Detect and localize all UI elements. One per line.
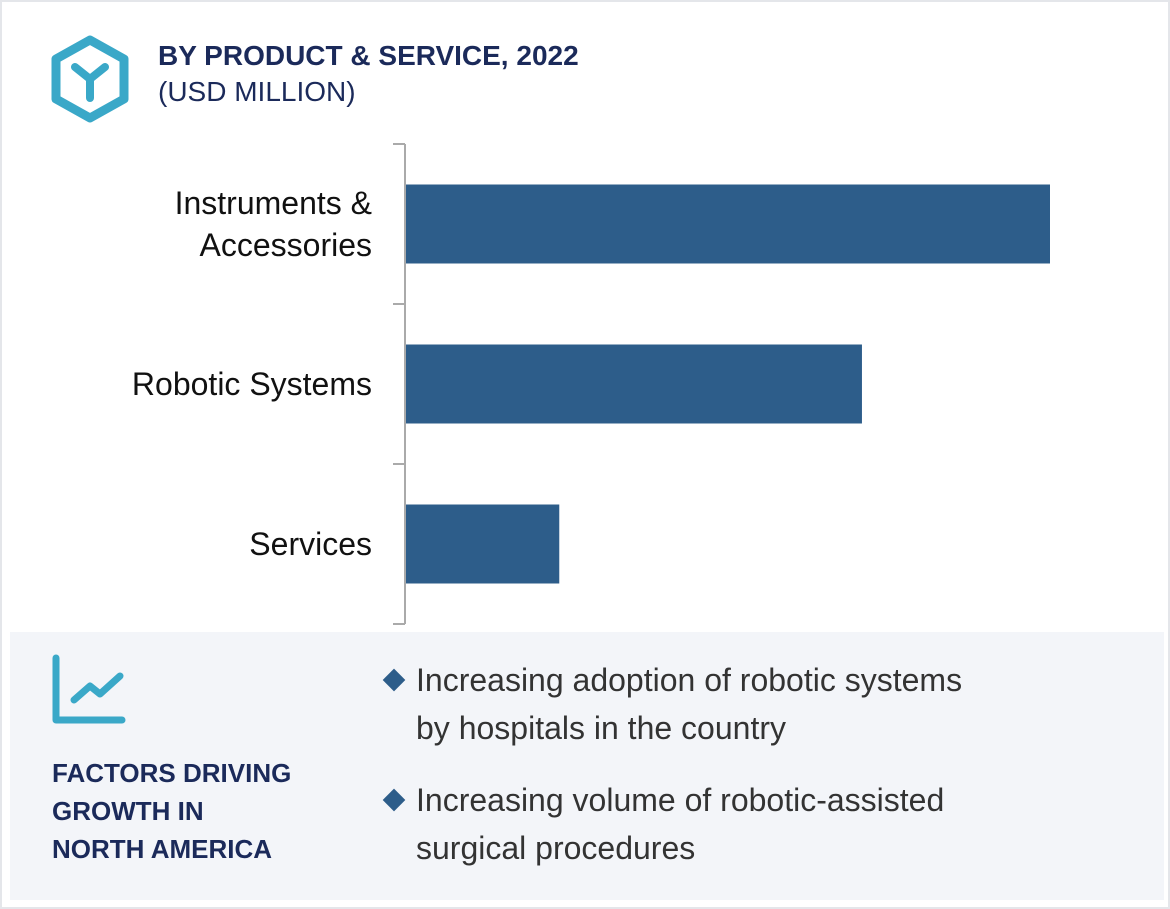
bullet-line: Increasing volume of robotic-assisted	[416, 782, 945, 818]
diamond-bullet-icon	[382, 668, 406, 692]
chart-subtitle: (USD MILLION)	[158, 76, 356, 107]
cube-icon	[51, 35, 129, 123]
chart-title: BY PRODUCT & SERVICE, 2022	[158, 40, 579, 71]
category-label: Robotic Systems	[132, 366, 372, 402]
bar	[406, 344, 862, 424]
heading-line: GROWTH IN	[52, 796, 204, 826]
factor-bullet: Increasing adoption of robotic systems b…	[382, 656, 1102, 752]
bar	[406, 184, 1050, 264]
bullet-line: by hospitals in the country	[416, 710, 786, 746]
heading-line: FACTORS DRIVING	[52, 758, 292, 788]
bullet-line: surgical procedures	[416, 830, 696, 866]
category-label: Instruments &	[175, 185, 372, 221]
trend-chart-icon	[52, 654, 126, 724]
factor-bullet: Increasing volume of robotic-assisted su…	[382, 776, 1102, 872]
category-label: Accessories	[200, 227, 373, 263]
category-label: Services	[249, 526, 372, 562]
factors-heading: FACTORS DRIVING GROWTH IN NORTH AMERICA	[52, 754, 312, 868]
heading-line: NORTH AMERICA	[52, 834, 273, 864]
diamond-bullet-icon	[382, 788, 406, 812]
bar	[406, 504, 560, 584]
bar-chart: Instruments & Accessories Robotic Systems S…	[132, 143, 1050, 625]
factors-panel: FACTORS DRIVING GROWTH IN NORTH AMERICA …	[10, 632, 1164, 900]
bullet-line: Increasing adoption of robotic systems	[416, 662, 963, 698]
